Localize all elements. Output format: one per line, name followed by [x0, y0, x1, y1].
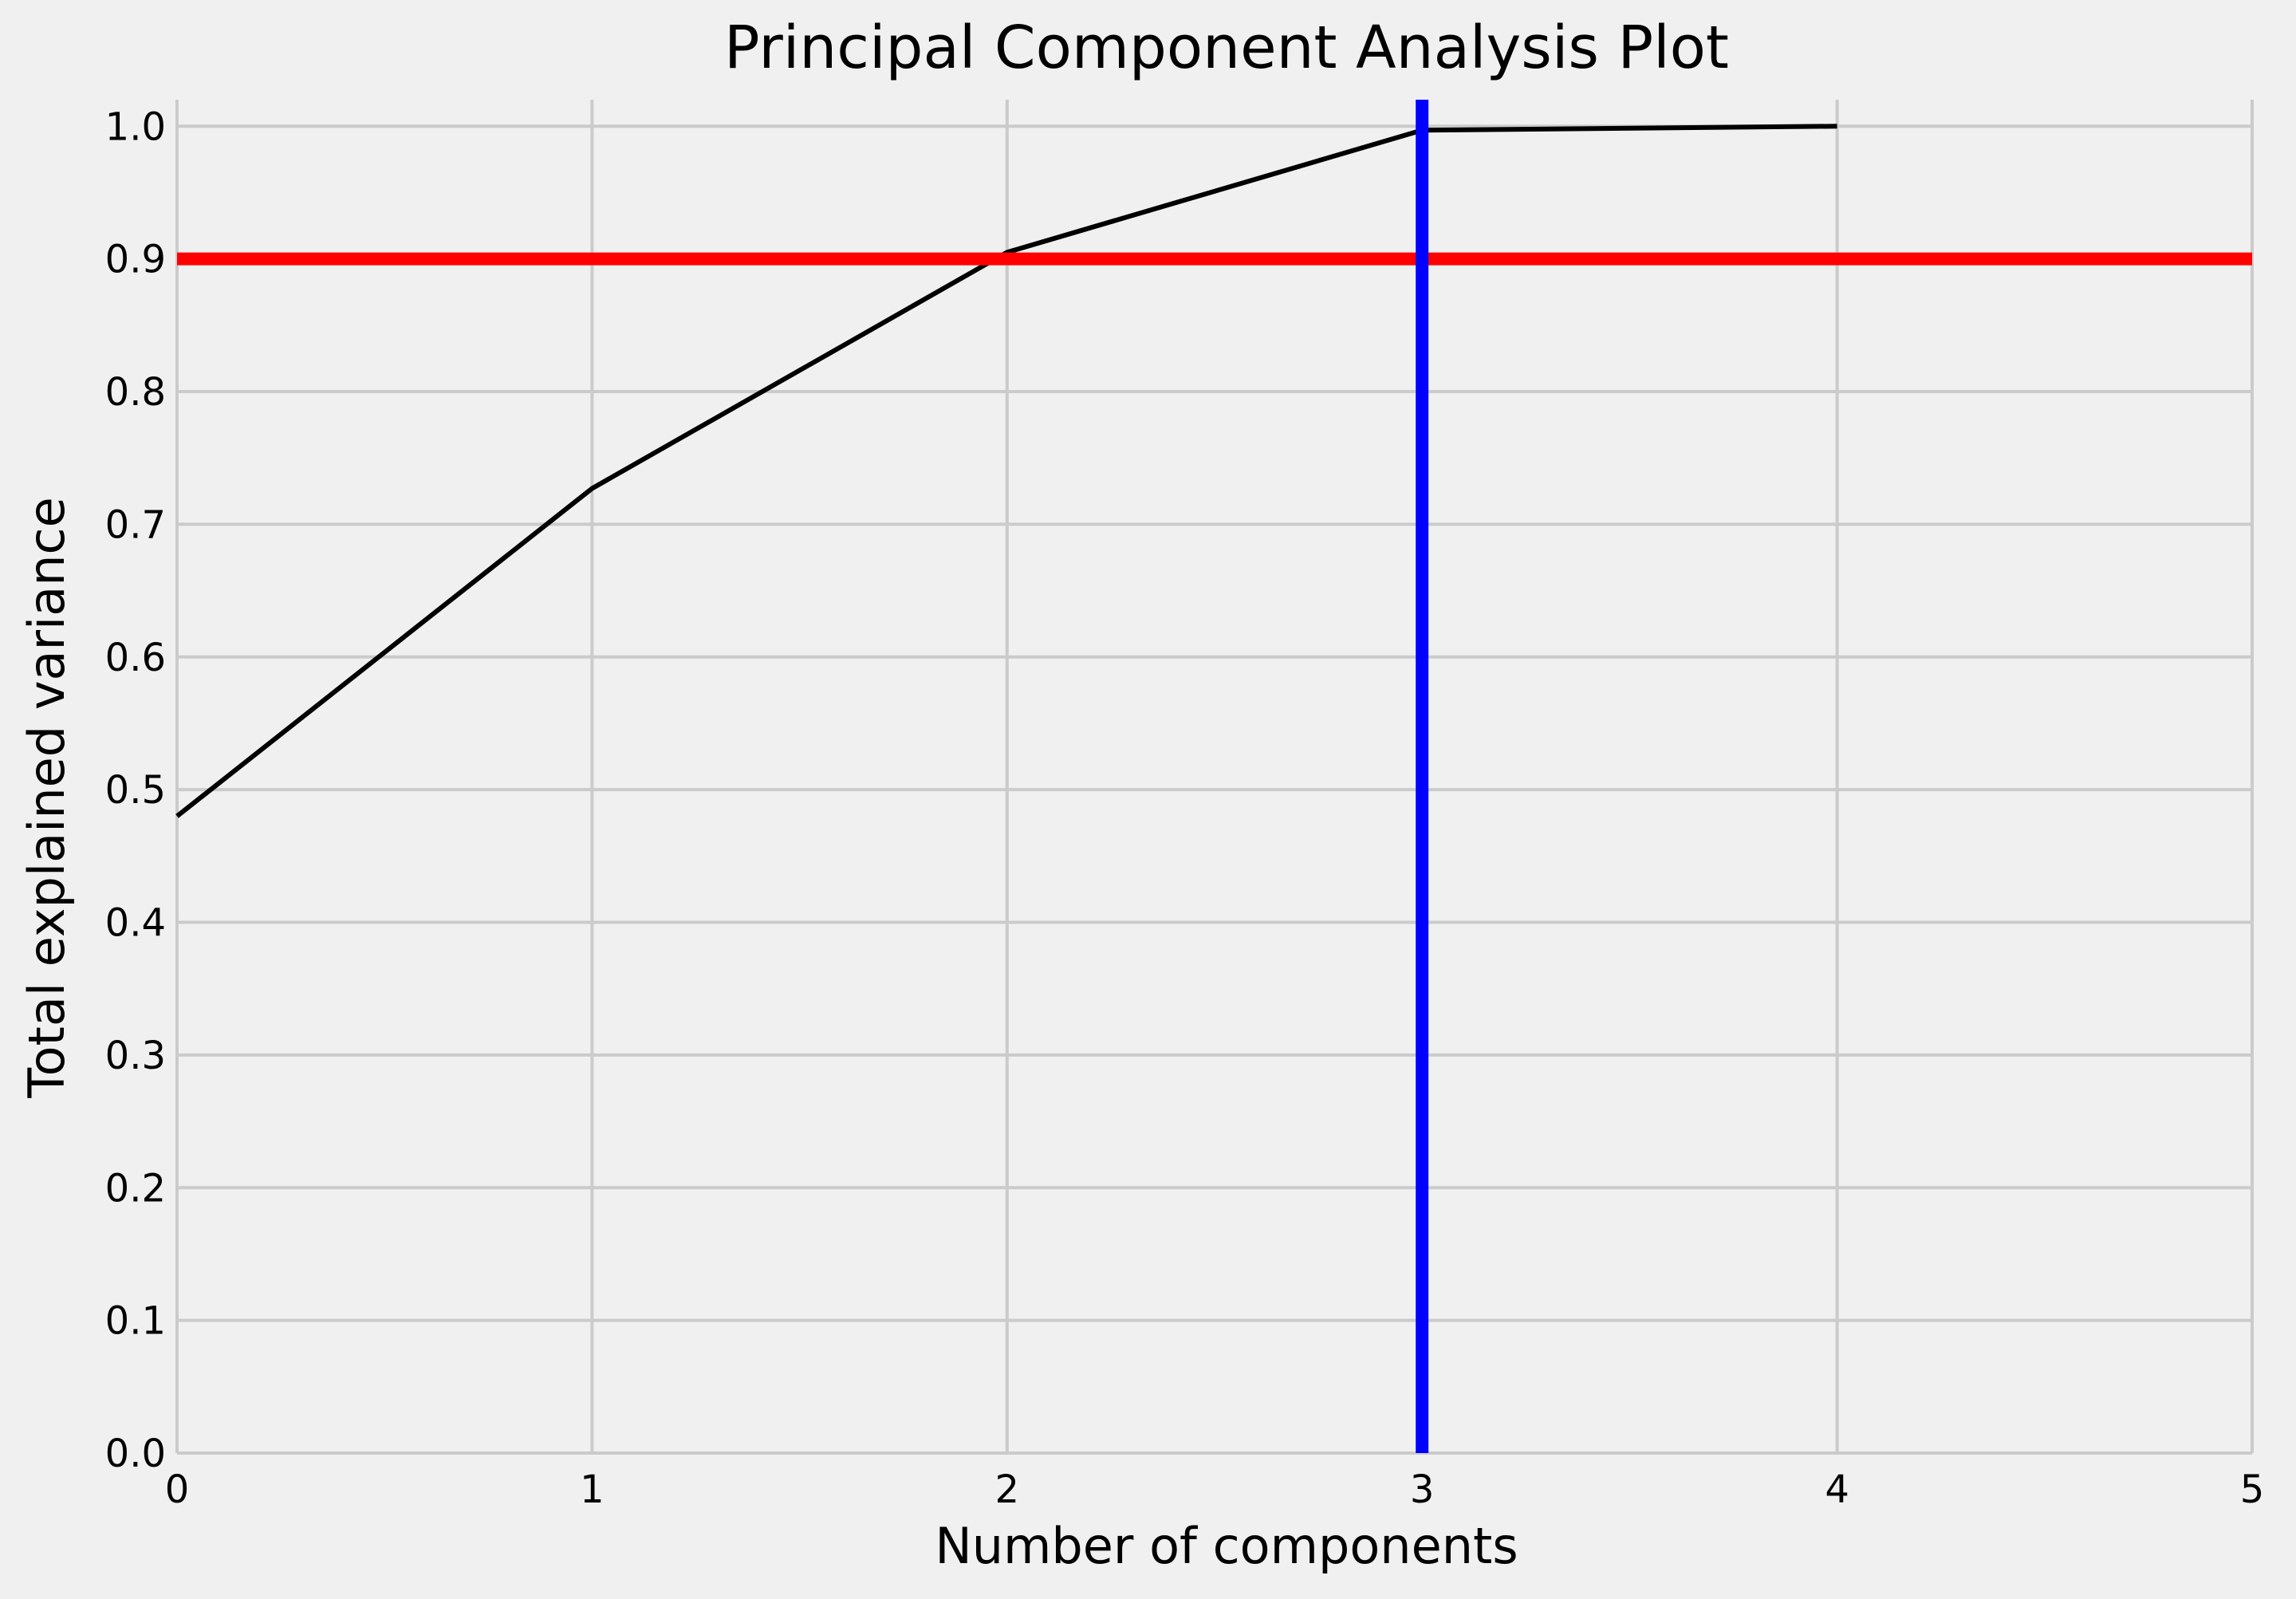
x-tick-label: 0 — [165, 1467, 190, 1512]
y-tick-label: 0.4 — [105, 901, 166, 946]
x-tick-label: 2 — [995, 1467, 1020, 1512]
y-tick-label: 0.3 — [105, 1034, 166, 1078]
x-tick-label: 4 — [1825, 1467, 1849, 1512]
chart-title: Principal Component Analysis Plot — [724, 14, 1729, 82]
y-axis-label: Total explained variance — [18, 497, 76, 1098]
series-layer — [175, 124, 1837, 818]
y-tick-label: 0.8 — [105, 370, 166, 415]
y-tick-label: 0.1 — [105, 1299, 166, 1344]
y-tick-label: 0.7 — [105, 502, 166, 547]
y-tick-label: 1.0 — [105, 104, 166, 149]
x-tick-label: 3 — [1410, 1467, 1435, 1512]
y-tick-label: 0.5 — [105, 768, 166, 813]
x-axis-label: Number of components — [935, 1517, 1518, 1575]
y-tick-label: 0.0 — [105, 1432, 166, 1476]
series-line — [175, 124, 1837, 818]
y-tick-label: 0.9 — [105, 238, 166, 282]
reference-lines — [177, 100, 2252, 1453]
y-tick-label: 0.2 — [105, 1166, 166, 1211]
y-tick-labels: 0.0 0.1 0.2 0.3 0.4 0.5 0.6 0.7 0.8 0.9 1.0 — [105, 104, 166, 1476]
x-tick-labels: 0 1 2 3 4 5 — [165, 1467, 2265, 1512]
grid-lines — [175, 100, 2254, 1455]
x-tick-label: 5 — [2240, 1467, 2265, 1512]
y-tick-label: 0.6 — [105, 636, 166, 680]
x-tick-label: 1 — [580, 1467, 605, 1512]
